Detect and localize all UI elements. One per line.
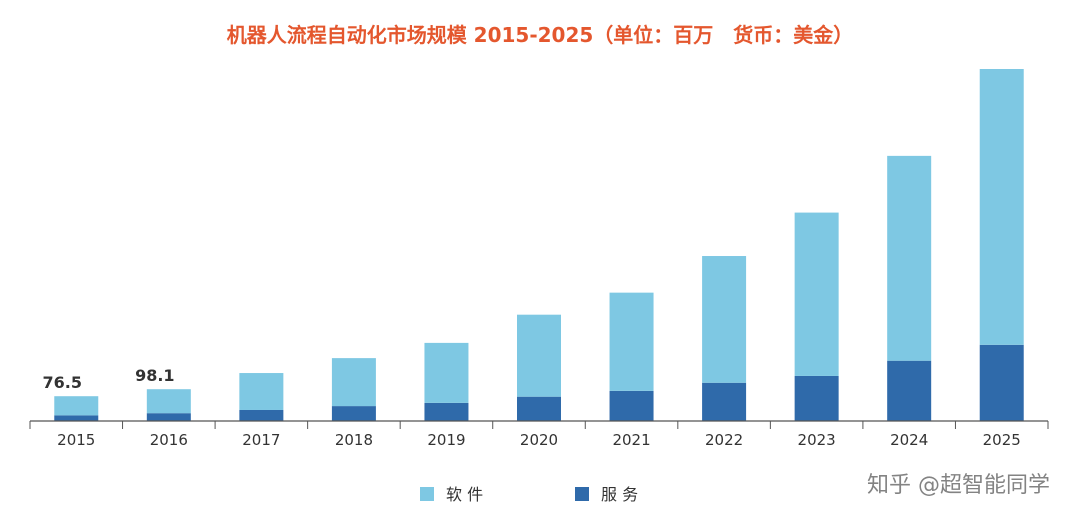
x-tick-label: 2018: [335, 431, 373, 449]
bar-service-2025: [979, 344, 1024, 421]
bar-service-2019: [424, 402, 469, 421]
legend: 软 件服 务: [420, 485, 638, 504]
chart-title: 机器人流程自动化市场规模 2015-2025（单位：百万 货币：美金）: [227, 23, 854, 47]
bar-service-2018: [331, 406, 376, 421]
x-tick-label: 2015: [57, 431, 95, 449]
data-labels: 76.5 98.1: [43, 366, 175, 392]
x-axis-ticks: 2015 2016 2017 2018 2019 2020 2021 2022 2023 2024…: [29, 421, 1049, 449]
bar-service-2016: [146, 413, 191, 421]
x-tick-label: 2021: [612, 431, 650, 449]
legend-label: 软 件: [446, 485, 483, 504]
bar-software-2023: [794, 212, 839, 376]
bar-software-2024: [887, 155, 932, 361]
watermark: 知乎 @超智能同学: [867, 473, 1050, 498]
bar-software-2016: [146, 389, 191, 414]
data-label-2016: 98.1: [135, 366, 174, 385]
bar-service-2022: [702, 382, 747, 421]
bar-software-2025: [979, 69, 1024, 345]
bar-service-2020: [517, 396, 561, 421]
bar-service-2015: [54, 415, 99, 421]
x-tick-label: 2019: [427, 431, 465, 449]
bar-software-2021: [609, 292, 654, 391]
x-tick-label: 2020: [520, 431, 558, 449]
bar-software-2019: [424, 342, 469, 403]
bar-service-2023: [794, 375, 839, 421]
x-tick-label: 2024: [890, 431, 928, 449]
legend-swatch: [420, 487, 434, 501]
x-tick-label: 2017: [242, 431, 280, 449]
bar-software-2015: [54, 396, 99, 416]
legend-swatch: [575, 487, 589, 501]
bars-group: [54, 69, 1024, 421]
bar-service-2021: [609, 390, 654, 421]
bar-software-2017: [239, 373, 284, 410]
bar-software-2022: [702, 256, 747, 383]
legend-label: 服 务: [601, 485, 638, 504]
bar-service-2024: [887, 360, 932, 421]
data-label-2015: 76.5: [43, 373, 82, 392]
x-tick-label: 2025: [983, 431, 1021, 449]
bar-service-2017: [239, 409, 284, 421]
x-tick-label: 2016: [150, 431, 188, 449]
bar-software-2020: [517, 314, 561, 397]
bar-software-2018: [331, 358, 376, 407]
x-tick-label: 2023: [798, 431, 836, 449]
x-tick-label: 2022: [705, 431, 743, 449]
